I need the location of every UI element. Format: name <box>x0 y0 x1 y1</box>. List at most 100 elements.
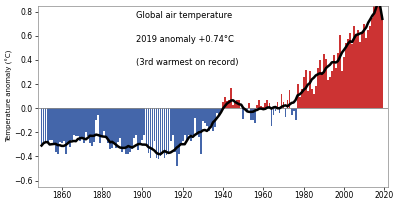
Bar <box>204 108 206 123</box>
Bar <box>276 102 278 108</box>
Bar <box>323 54 325 108</box>
Bar <box>248 103 250 108</box>
Bar <box>180 108 182 144</box>
Bar <box>148 108 149 153</box>
Bar <box>264 103 266 108</box>
Bar <box>51 108 52 139</box>
Bar <box>351 44 353 108</box>
Bar <box>127 108 129 154</box>
Bar <box>325 59 327 108</box>
Bar <box>61 108 63 143</box>
Bar <box>299 97 300 108</box>
Bar <box>226 101 228 108</box>
Bar <box>216 108 218 113</box>
Bar <box>95 108 97 120</box>
Bar <box>111 108 113 148</box>
Bar <box>174 108 176 152</box>
Bar <box>53 108 54 144</box>
Bar <box>158 108 160 159</box>
Bar <box>105 108 107 137</box>
Bar <box>172 108 174 135</box>
Bar <box>156 108 158 158</box>
Bar <box>268 103 270 108</box>
Bar <box>162 108 164 154</box>
Bar <box>194 108 196 118</box>
Bar <box>321 72 323 108</box>
Bar <box>305 69 307 108</box>
Bar <box>75 108 77 136</box>
Bar <box>343 57 345 108</box>
Bar <box>287 100 288 108</box>
Bar <box>274 108 276 111</box>
Bar <box>140 108 141 144</box>
Bar <box>228 100 230 108</box>
Bar <box>129 108 131 152</box>
Bar <box>224 97 226 108</box>
Bar <box>363 24 365 108</box>
Bar <box>63 108 65 141</box>
Bar <box>333 55 335 108</box>
Bar <box>258 100 260 108</box>
Bar <box>160 108 162 156</box>
Bar <box>144 108 145 135</box>
Bar <box>192 108 194 135</box>
Bar <box>293 108 294 111</box>
Bar <box>266 100 268 108</box>
Bar <box>295 108 296 120</box>
Bar <box>206 108 208 126</box>
Bar <box>142 108 143 139</box>
Bar <box>283 102 284 108</box>
Bar <box>131 108 133 149</box>
Bar <box>152 108 153 149</box>
Bar <box>79 108 81 141</box>
Bar <box>218 108 220 115</box>
Bar <box>170 108 172 141</box>
Bar <box>178 108 180 154</box>
Bar <box>311 89 313 108</box>
Bar <box>357 30 359 108</box>
Bar <box>47 108 48 142</box>
Bar <box>382 19 383 108</box>
Y-axis label: Temperature anomaly (°C): Temperature anomaly (°C) <box>6 50 13 142</box>
Bar <box>327 80 329 108</box>
Bar <box>307 91 309 108</box>
Bar <box>67 108 69 143</box>
Bar <box>57 108 58 154</box>
Bar <box>244 108 246 109</box>
Bar <box>198 108 200 137</box>
Bar <box>69 108 71 147</box>
Bar <box>190 108 192 141</box>
Bar <box>329 77 331 108</box>
Bar <box>121 108 123 152</box>
Bar <box>232 104 234 108</box>
Bar <box>337 53 339 108</box>
Bar <box>260 106 262 108</box>
Bar <box>43 108 44 142</box>
Bar <box>230 88 232 108</box>
Bar <box>113 108 115 144</box>
Bar <box>281 94 282 108</box>
Bar <box>49 108 50 139</box>
Bar <box>81 108 83 138</box>
Bar <box>214 108 216 128</box>
Bar <box>367 30 369 108</box>
Bar <box>373 0 375 108</box>
Bar <box>103 108 105 131</box>
Bar <box>134 108 135 138</box>
Bar <box>107 108 109 143</box>
Bar <box>353 26 355 108</box>
Bar <box>196 108 198 133</box>
Bar <box>93 108 95 142</box>
Text: Global air temperature: Global air temperature <box>136 11 232 20</box>
Bar <box>119 108 121 138</box>
Bar <box>361 33 363 108</box>
Bar <box>317 68 319 108</box>
Bar <box>339 35 341 108</box>
Bar <box>210 108 212 125</box>
Bar <box>301 89 302 108</box>
Bar <box>91 108 93 146</box>
Bar <box>73 108 75 135</box>
Bar <box>115 108 117 148</box>
Bar <box>262 107 264 108</box>
Bar <box>85 108 87 132</box>
